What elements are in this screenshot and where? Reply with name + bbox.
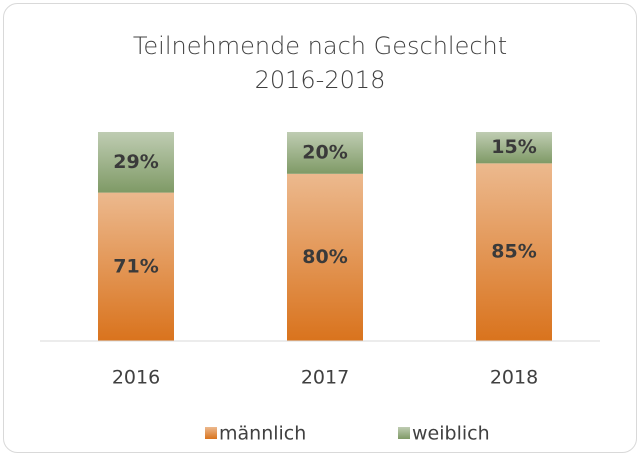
legend-label: männlich: [219, 423, 306, 445]
bar-segment: [287, 132, 363, 174]
data-label: 85%: [491, 241, 536, 263]
legend-label: weiblich: [412, 423, 490, 445]
bar-segment: [476, 163, 552, 341]
bar-segment: [476, 132, 552, 164]
data-label: 20%: [302, 141, 347, 163]
x-tick-label: 2016: [112, 367, 160, 389]
chart-title: 2016-2018: [255, 66, 386, 94]
data-label: 15%: [491, 136, 536, 158]
data-label: 29%: [113, 151, 158, 173]
bar-segment: [98, 192, 174, 341]
data-label: 71%: [113, 255, 158, 277]
x-tick-label: 2018: [490, 367, 538, 389]
x-tick-label: 2017: [301, 367, 349, 389]
data-label: 80%: [302, 246, 347, 268]
bar-segment: [98, 132, 174, 193]
legend-swatch: [205, 427, 217, 439]
bar-segment: [287, 173, 363, 341]
legend-swatch: [398, 427, 410, 439]
chart-title: Teilnehmende nach Geschlecht: [133, 32, 507, 60]
